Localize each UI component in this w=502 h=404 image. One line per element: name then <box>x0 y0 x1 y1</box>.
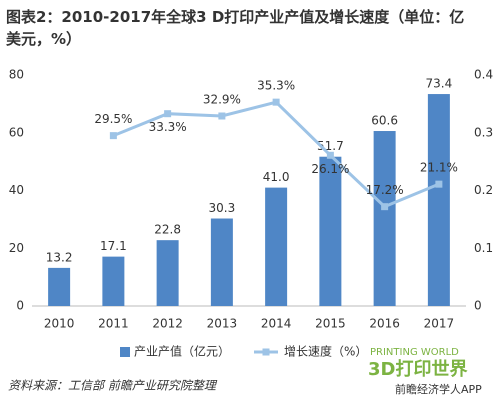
x-tick-label: 2011 <box>98 317 129 331</box>
y2-tick-label: 0.4 <box>474 68 493 82</box>
bar-label: 13.2 <box>46 250 73 264</box>
bar-label: 73.4 <box>426 77 453 91</box>
line-label: 32.9% <box>203 93 241 107</box>
y2-tick-label: 0 <box>474 299 482 313</box>
legend-label: 增长速度（%） <box>284 344 367 359</box>
line-marker <box>164 110 172 118</box>
watermark: 前瞻经济学人APP <box>395 382 482 396</box>
x-tick-label: 2015 <box>315 317 346 331</box>
line-marker <box>326 151 334 159</box>
y2-tick-label: 0.2 <box>474 183 493 197</box>
bar <box>373 131 396 306</box>
y-tick-label: 40 <box>9 183 24 197</box>
x-tick-label: 2013 <box>207 317 238 331</box>
line-label: 33.3% <box>149 120 187 134</box>
line-label: 35.3% <box>257 79 295 93</box>
y-tick-label: 20 <box>9 241 24 255</box>
line-marker <box>272 98 280 106</box>
line-marker <box>109 132 117 140</box>
source: 资料来源：工信部 前瞻产业研究院整理 <box>8 379 218 393</box>
bar-label: 22.8 <box>154 223 181 237</box>
bar <box>319 156 342 306</box>
x-tick-label: 2012 <box>152 317 183 331</box>
x-tick-label: 2010 <box>44 317 75 331</box>
y2-tick-label: 0.1 <box>474 241 493 255</box>
bar <box>48 267 71 306</box>
x-tick-label: 2014 <box>261 317 292 331</box>
bar <box>102 256 125 306</box>
line-label: 26.1% <box>311 162 349 176</box>
bar <box>210 218 233 306</box>
bar <box>156 240 179 306</box>
bar-label: 41.0 <box>263 170 290 184</box>
line-label: 29.5% <box>94 112 132 126</box>
y-tick-label: 60 <box>9 125 24 139</box>
line-marker <box>218 112 226 120</box>
y-tick-label: 0 <box>16 299 24 313</box>
x-tick-label: 2017 <box>424 317 455 331</box>
bar-label: 60.6 <box>371 114 398 128</box>
bar-label: 17.1 <box>100 239 127 253</box>
line-label: 21.1% <box>420 161 458 175</box>
watermark: PRINTING WORLD <box>370 347 459 358</box>
legend-label: 产业产值（亿元） <box>134 344 230 359</box>
line-marker <box>435 180 443 188</box>
x-tick-label: 2016 <box>369 317 400 331</box>
line-label: 17.2% <box>366 183 404 197</box>
line-marker <box>381 203 389 211</box>
legend-swatch <box>262 348 270 356</box>
y2-tick-label: 0.3 <box>474 125 493 139</box>
watermark: 3D打印世界 <box>368 358 467 380</box>
chart-title: 图表2：2010-2017年全球3 D打印产业产值及增长速度（单位：亿美元，%） <box>6 8 465 48</box>
legend-swatch <box>120 347 130 357</box>
bar <box>265 187 288 306</box>
bar-label: 30.3 <box>209 201 236 215</box>
y-tick-label: 80 <box>9 68 24 82</box>
bar <box>427 94 450 307</box>
